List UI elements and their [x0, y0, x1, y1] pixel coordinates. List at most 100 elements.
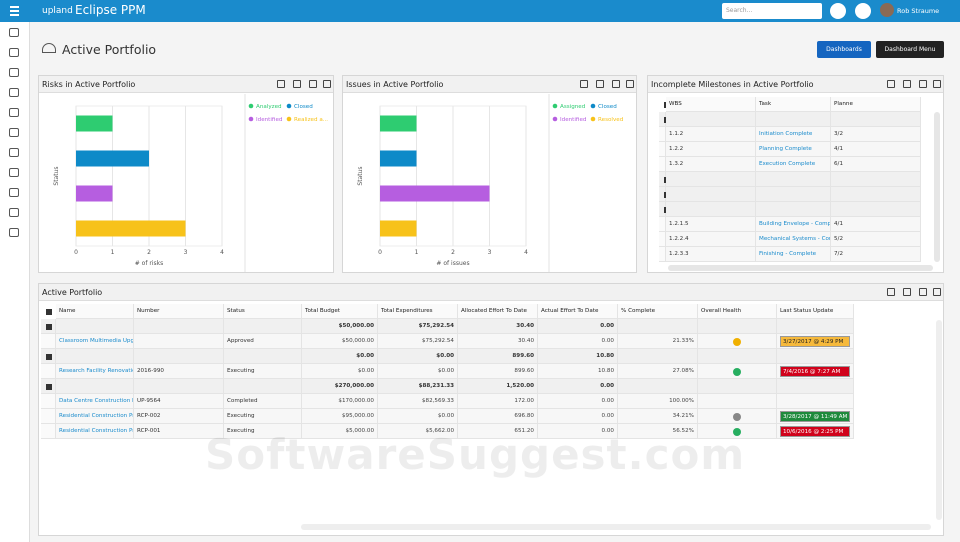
cell[interactable]: Building Envelope - Complete	[756, 217, 831, 232]
logo-product: Eclipse PPM	[75, 3, 146, 17]
cell: 10.80	[538, 364, 618, 379]
cell[interactable]: Research Facility Renovation	[56, 364, 134, 379]
column-header[interactable]: Number	[134, 304, 224, 319]
group-cell	[224, 349, 302, 364]
legend-label: Closed	[598, 104, 617, 110]
group-cell	[134, 379, 224, 394]
search-box[interactable]: Search...	[722, 3, 822, 19]
cell[interactable]: Residential Construction Proje...	[56, 409, 134, 424]
panel-tool[interactable]	[277, 80, 285, 88]
column-header[interactable]: WBS	[666, 97, 756, 112]
row-gutter	[659, 232, 666, 247]
legend-swatch	[286, 116, 292, 122]
column-header[interactable]: Task	[756, 97, 831, 112]
column-header[interactable]: Allocated Effort To Date	[458, 304, 538, 319]
cell: 172.00	[458, 394, 538, 409]
legend-swatch	[590, 103, 596, 109]
top-bar: upland Eclipse PPM Search... Rob Straume	[0, 0, 960, 22]
watermark: SoftwareSuggest.com	[205, 430, 746, 479]
cell: 21.33%	[618, 334, 698, 349]
legend-label: Assigned	[560, 104, 586, 110]
user-name[interactable]: Rob Straume	[897, 7, 940, 15]
x-axis-label: # of issues	[436, 260, 469, 267]
nav-icon[interactable]	[9, 228, 19, 237]
cell[interactable]: Planning Complete	[756, 142, 831, 157]
panel-tool[interactable]	[887, 288, 895, 296]
nav-icon[interactable]	[9, 108, 19, 117]
menu-button[interactable]	[10, 6, 19, 16]
column-header[interactable]: Last Status Update	[777, 304, 854, 319]
column-header[interactable]: Planne	[831, 97, 921, 112]
group-toggle[interactable]	[46, 324, 52, 330]
group-cell: $0.00	[378, 349, 458, 364]
group-toggle[interactable]	[46, 354, 52, 360]
group-cell	[756, 202, 831, 217]
column-header[interactable]: Actual Effort To Date	[538, 304, 618, 319]
legend-label: Realized a...	[294, 117, 328, 123]
panel-tool[interactable]	[309, 80, 317, 88]
status-update: 7/4/2016 @ 7:27 AM	[780, 366, 850, 377]
nav-icon[interactable]	[9, 168, 19, 177]
nav-icon[interactable]	[9, 88, 19, 97]
expand-all[interactable]	[46, 309, 52, 315]
status-update: 3/27/2017 @ 4:29 PM	[780, 336, 850, 347]
panel-tool[interactable]	[903, 80, 911, 88]
h-scrollbar[interactable]	[301, 524, 931, 530]
portfolio-panel: Active PortfolioProject ManagerNameNumbe…	[38, 283, 944, 536]
help-button[interactable]	[855, 3, 871, 19]
column-header[interactable]: Overall Health	[698, 304, 777, 319]
panel-tool[interactable]	[626, 80, 634, 88]
column-header[interactable]: Status	[224, 304, 302, 319]
panel-tool[interactable]	[919, 80, 927, 88]
column-header[interactable]: % Complete	[618, 304, 698, 319]
panel-tool[interactable]	[596, 80, 604, 88]
v-scrollbar[interactable]	[934, 112, 940, 262]
cell[interactable]: Mechanical Systems - Complete	[756, 232, 831, 247]
title-icon	[42, 43, 56, 53]
health-icon	[733, 428, 741, 436]
nav-icon[interactable]	[9, 208, 19, 217]
dashboards-button[interactable]: Dashboards	[817, 41, 871, 58]
cell: 651.20	[458, 424, 538, 439]
column-header[interactable]: Total Expenditures	[378, 304, 458, 319]
nav-icon[interactable]	[9, 28, 19, 37]
cell: 10/6/2016 @ 2:25 PM	[777, 424, 854, 439]
cell[interactable]: Execution Complete	[756, 157, 831, 172]
panel-tool[interactable]	[887, 80, 895, 88]
cell[interactable]: Data Centre Construction Proje...	[56, 394, 134, 409]
group-cell	[756, 187, 831, 202]
x-tick-label: 1	[111, 249, 115, 256]
panel-tool[interactable]	[933, 80, 941, 88]
panel-tool[interactable]	[580, 80, 588, 88]
cell[interactable]: Residential Construction Proje...	[56, 424, 134, 439]
dashboard-menu-button[interactable]: Dashboard Menu	[876, 41, 944, 58]
group-cell: $0.00	[302, 349, 378, 364]
panel-tool[interactable]	[293, 80, 301, 88]
cell: Executing	[224, 409, 302, 424]
panel-tool[interactable]	[323, 80, 331, 88]
cell[interactable]: Classroom Multimedia Upgrade	[56, 334, 134, 349]
panel-tool[interactable]	[919, 288, 927, 296]
group-cell: 10.80	[538, 349, 618, 364]
nav-icon[interactable]	[9, 68, 19, 77]
panel-tool[interactable]	[933, 288, 941, 296]
group-cell	[698, 349, 777, 364]
h-scrollbar[interactable]	[668, 265, 933, 271]
panel-tool[interactable]	[903, 288, 911, 296]
legend-label: Resolved	[598, 117, 624, 123]
nav-icon[interactable]	[9, 48, 19, 57]
cell[interactable]: Initiation Complete	[756, 127, 831, 142]
v-scrollbar[interactable]	[936, 320, 942, 520]
column-header[interactable]: Total Budget	[302, 304, 378, 319]
panel-tool[interactable]	[612, 80, 620, 88]
column-header[interactable]: Name	[56, 304, 134, 319]
nav-icon[interactable]	[9, 128, 19, 137]
group-cell	[56, 319, 134, 334]
nav-icon[interactable]	[9, 188, 19, 197]
group-cell	[777, 379, 854, 394]
cell[interactable]: Finishing - Complete	[756, 247, 831, 262]
group-toggle[interactable]	[46, 384, 52, 390]
nav-icon[interactable]	[9, 148, 19, 157]
add-button[interactable]	[830, 3, 846, 19]
x-tick-label: 3	[184, 249, 188, 256]
